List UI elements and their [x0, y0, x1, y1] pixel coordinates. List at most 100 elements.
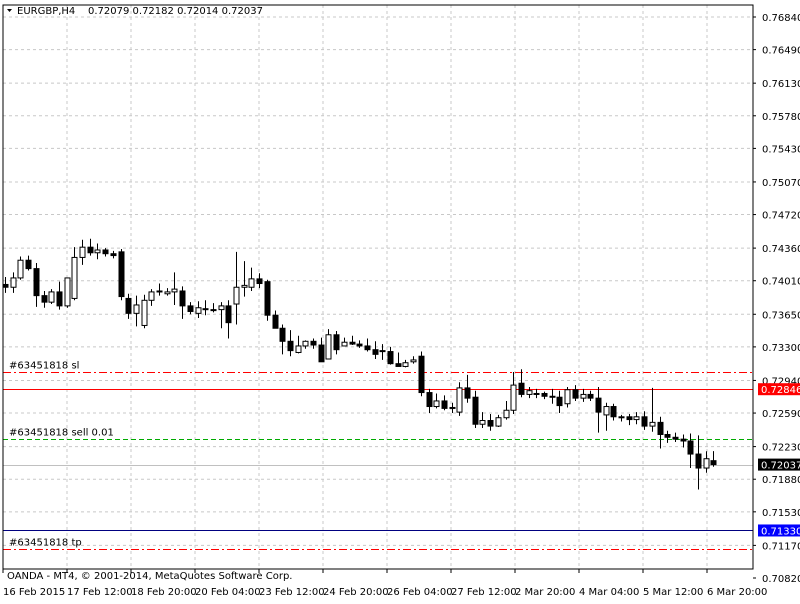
chevron-down-icon[interactable]	[7, 9, 12, 12]
candle-body-bear	[664, 433, 671, 438]
candle-body-bear	[641, 416, 648, 427]
price-label: 0.71330	[761, 526, 800, 537]
horizontal-lines: #63451818 sl #63451818 sell 0.01 #63451818…	[3, 361, 753, 550]
candle	[664, 430, 671, 443]
candle	[325, 329, 332, 360]
candle-body-bear	[379, 350, 386, 353]
x-tick-label: 26 Feb 04:00	[387, 587, 453, 598]
candle	[541, 391, 548, 400]
candle	[195, 301, 202, 319]
candle-body-bear	[418, 355, 425, 394]
candle	[564, 386, 571, 408]
candle-body-bear	[318, 344, 325, 363]
y-tick-label: 0.76840	[762, 13, 800, 24]
y-tick-label: 0.74720	[762, 211, 800, 222]
y-tick-label: 0.72940	[762, 376, 800, 387]
candle	[202, 300, 209, 316]
candle-body-bear	[395, 363, 402, 367]
candle	[295, 335, 302, 354]
candle	[187, 302, 194, 315]
candle	[518, 369, 525, 398]
candle	[487, 413, 494, 431]
candle-body-bull	[148, 291, 155, 301]
candle	[456, 382, 463, 416]
y-tick-label: 0.70820	[762, 574, 800, 585]
candle	[118, 249, 125, 301]
candle-body-bull	[433, 400, 440, 408]
candle	[110, 250, 117, 259]
candle	[349, 335, 356, 346]
candle-body-bull	[218, 305, 225, 311]
candle-body-bull	[618, 416, 625, 419]
candle	[649, 387, 656, 432]
candle	[287, 330, 294, 357]
candle-body-bear	[518, 382, 525, 395]
candle	[510, 372, 517, 414]
candle	[218, 302, 225, 329]
candle-body-bear	[680, 438, 687, 442]
x-tick-label: 24 Feb 20:00	[323, 587, 389, 598]
candle	[94, 243, 101, 260]
candle	[379, 344, 386, 360]
candle-body-bear	[279, 327, 286, 342]
candle	[64, 277, 71, 308]
candle-body-bear	[264, 281, 271, 316]
candle	[356, 340, 363, 348]
candle-body-bull	[526, 390, 533, 395]
candle-body-bear	[202, 308, 209, 311]
candle-body-bear	[225, 305, 232, 324]
candle	[556, 390, 563, 414]
candle-body-bear	[657, 421, 664, 435]
candle	[164, 288, 171, 296]
candle-body-bull	[241, 284, 248, 288]
candle-body-bull	[603, 406, 610, 416]
y-tick-label: 0.75780	[762, 112, 800, 123]
candle	[264, 279, 271, 321]
candle	[225, 300, 232, 339]
candle	[657, 416, 664, 449]
candle	[248, 267, 255, 291]
candle	[580, 388, 587, 402]
candle-body-bull	[295, 345, 302, 353]
candle-body-bull	[133, 304, 140, 314]
candle	[426, 388, 433, 414]
candle	[610, 403, 617, 421]
candle	[133, 295, 140, 327]
candle-body-bear	[118, 251, 125, 298]
candle	[472, 390, 479, 428]
y-tick-label: 0.74010	[762, 277, 800, 288]
candle	[279, 324, 286, 355]
copyright-text: OANDA - MT4, © 2001-2014, MetaQuotes Sof…	[7, 571, 292, 582]
candle	[687, 433, 694, 469]
candle	[102, 248, 109, 257]
candle	[241, 261, 248, 297]
candle	[410, 356, 417, 364]
candle	[87, 238, 94, 256]
candle-body-bull	[94, 249, 101, 254]
candle	[479, 412, 486, 428]
candle-body-bear	[672, 436, 679, 440]
candle-body-bear	[687, 440, 694, 455]
candle	[333, 331, 340, 355]
symbol-label: EURGBP,H4	[17, 6, 75, 17]
candle-body-bull	[649, 421, 656, 427]
candle-body-bull	[64, 277, 71, 307]
candle	[210, 303, 217, 313]
price-label-bg	[758, 458, 800, 471]
candle	[125, 293, 132, 319]
candle-body-bear	[487, 420, 494, 427]
candle	[141, 294, 148, 329]
candle-body-bear	[125, 297, 132, 314]
candle-body-bear	[587, 393, 594, 399]
x-tick-label: 27 Feb 12:00	[451, 587, 517, 598]
candle	[71, 247, 78, 301]
candle	[464, 374, 471, 403]
candle	[603, 402, 610, 431]
candle-body-bear	[333, 334, 340, 351]
candle-body-bear	[610, 406, 617, 418]
candle-body-bear	[364, 345, 371, 351]
candle-body-bull	[456, 387, 463, 413]
candle-body-bull	[302, 340, 309, 347]
